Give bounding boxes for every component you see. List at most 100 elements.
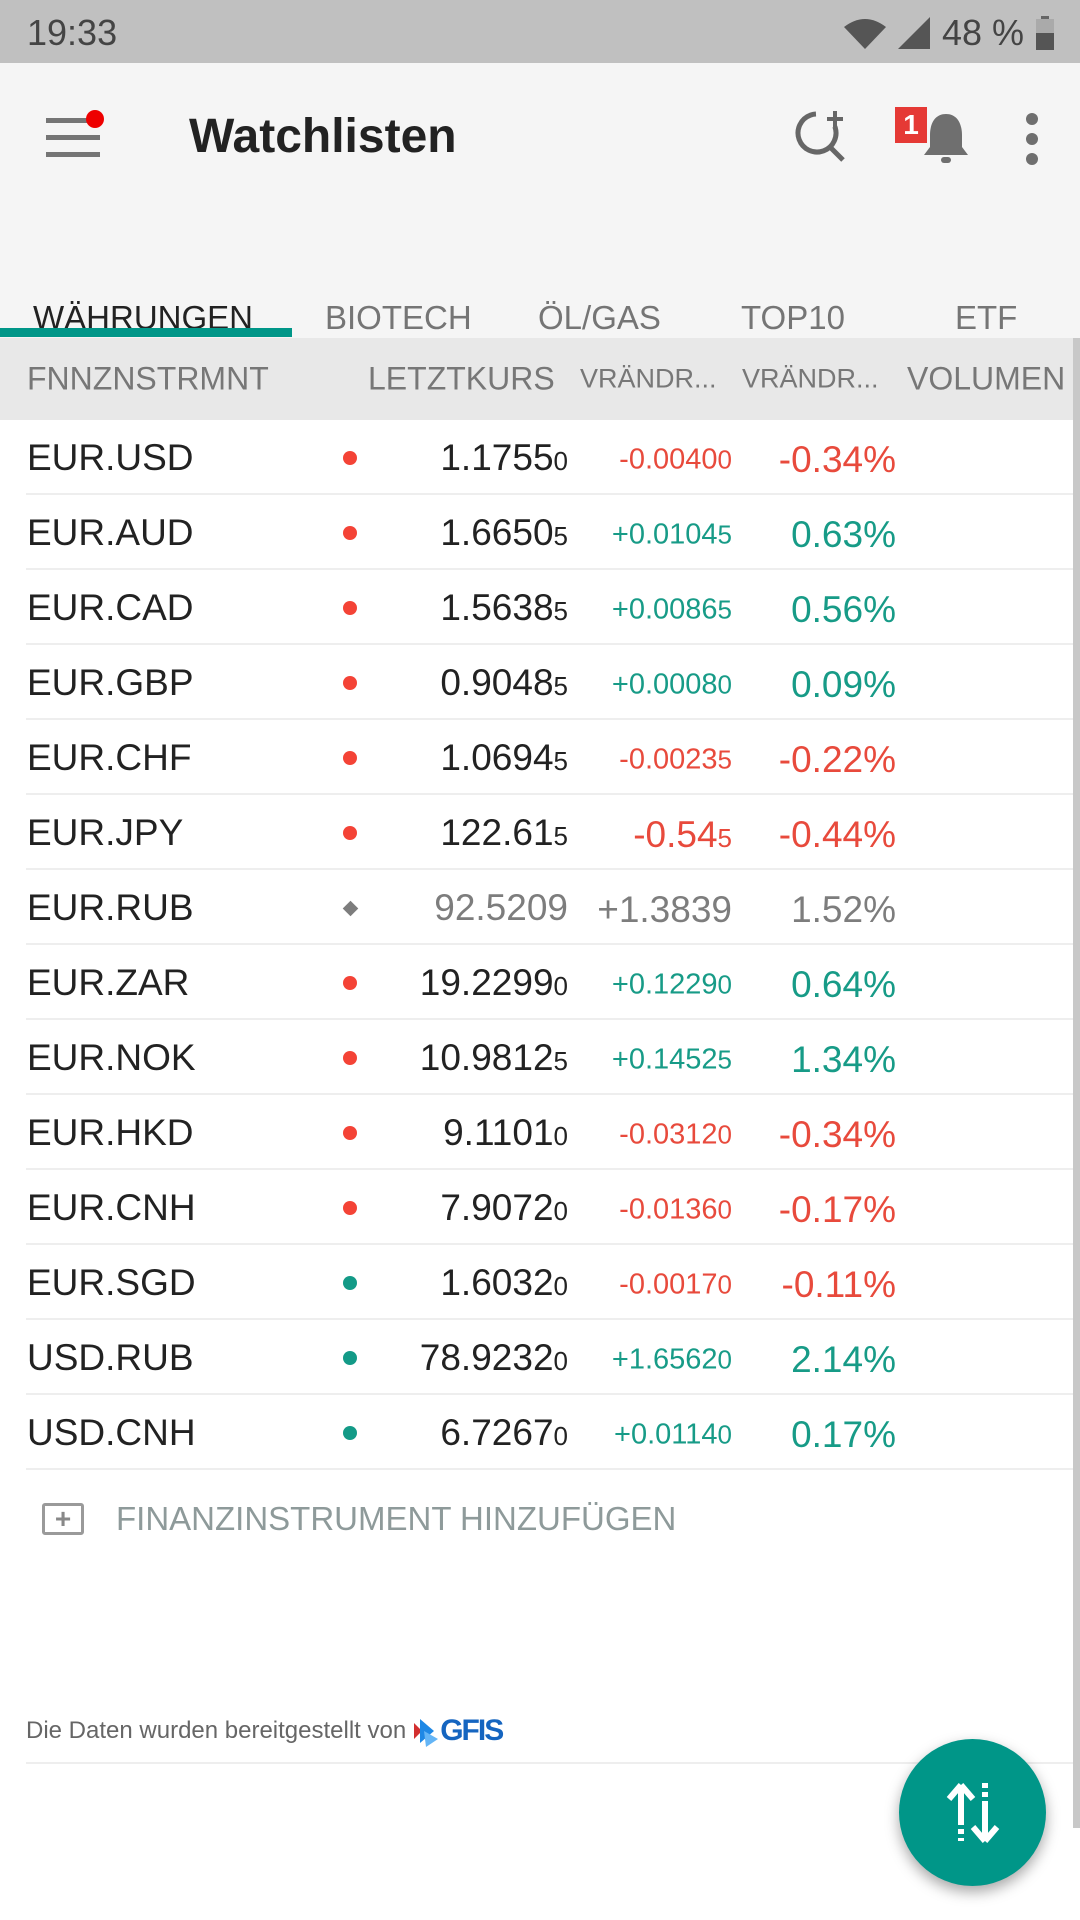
last-price: 1.56385 [440, 587, 568, 629]
more-vert-icon[interactable] [1024, 113, 1040, 165]
table-row[interactable]: EUR.JPY 122.615 -0.545 -0.44% [0, 795, 1073, 870]
change-suffix: 5 [717, 1044, 732, 1075]
last-price-value: 1.6032 [440, 1262, 554, 1303]
change-value: -0.0312 [619, 1118, 718, 1151]
price-change: -0.00400 [619, 444, 732, 477]
tab-etf[interactable]: ETF [955, 299, 1018, 336]
table-row[interactable]: USD.RUB 78.92320 +1.65620 2.14% [0, 1320, 1073, 1395]
table-row[interactable]: EUR.ZAR 19.22990 +0.12290 0.64% [0, 945, 1073, 1020]
change-suffix: 0 [717, 1344, 732, 1375]
row-divider [26, 1093, 1073, 1095]
instrument-name: EUR.CNH [27, 1187, 196, 1228]
gfis-logo: GFIS [414, 1714, 504, 1748]
market-status-indicator [343, 751, 357, 765]
last-price: 19.22990 [420, 962, 568, 1004]
column-header-instrument[interactable]: FNNZNSTRMNT [27, 360, 269, 397]
instrument-name: USD.CNH [27, 1412, 196, 1453]
table-row[interactable]: EUR.RUB 92.5209 +1.3839 1.52% [0, 870, 1073, 945]
instrument-name: EUR.ZAR [27, 962, 190, 1003]
add-instrument-label: FINANZINSTRUMENT HINZUFÜGEN [116, 1500, 677, 1537]
market-status-indicator [342, 900, 359, 917]
change-suffix: 0 [717, 1119, 732, 1150]
market-status-indicator [343, 1351, 357, 1365]
table-row[interactable]: EUR.CHF 1.06945 -0.00235 -0.22% [0, 720, 1073, 795]
percent-change: -0.11% [781, 1264, 897, 1305]
column-header-volume[interactable]: VOLUMEN [907, 360, 1066, 397]
change-value: -0.0023 [619, 743, 718, 776]
scrollbar[interactable] [1073, 338, 1080, 1828]
table-row[interactable]: EUR.CNH 7.90720 -0.01360 -0.17% [0, 1170, 1073, 1245]
table-header: FNNZNSTRMNT LETZTKURS VRÄNDR... VRÄNDR..… [0, 338, 1080, 420]
market-status-indicator [343, 1276, 357, 1290]
change-suffix: 5 [717, 519, 732, 550]
change-suffix: 0 [717, 1419, 732, 1450]
instrument-name: EUR.AUD [27, 512, 194, 553]
tab-top10[interactable]: TOP10 [741, 299, 845, 336]
row-divider [26, 643, 1073, 645]
change-value: -0.0040 [619, 443, 718, 476]
search-add-icon[interactable] [793, 107, 849, 163]
battery-percent: 48 % [941, 12, 1024, 53]
last-price-suffix: 5 [553, 596, 568, 626]
instrument-name: EUR.HKD [27, 1112, 194, 1153]
change-value: +0.0086 [611, 593, 718, 626]
market-status-indicator [343, 526, 357, 540]
change-suffix: 5 [717, 594, 732, 625]
last-price: 122.615 [440, 812, 568, 854]
last-price-value: 1.6650 [440, 512, 554, 553]
last-price-suffix: 5 [553, 746, 568, 776]
market-status-indicator [343, 1201, 357, 1215]
table-row[interactable]: EUR.NOK 10.98125 +0.14525 1.34% [0, 1020, 1073, 1095]
instrument-name: EUR.USD [27, 437, 194, 478]
sort-button[interactable] [899, 1739, 1046, 1886]
table-row[interactable]: EUR.USD 1.17550 -0.00400 -0.34% [0, 420, 1073, 495]
instrument-name: EUR.CAD [27, 587, 194, 628]
price-change: +0.01045 [612, 519, 732, 552]
last-price-value: 10.9812 [419, 1037, 554, 1078]
last-price: 9.11010 [443, 1112, 568, 1154]
price-change: +0.01140 [614, 1419, 732, 1452]
last-price-value: 19.2299 [419, 962, 554, 1003]
footer-text: Die Daten wurden bereitgestellt von [26, 1717, 407, 1744]
active-tab-indicator [0, 328, 292, 337]
market-status-indicator [343, 1051, 357, 1065]
last-price-suffix: 0 [553, 971, 568, 1001]
price-change: -0.01360 [619, 1194, 732, 1227]
add-instrument-button[interactable]: + FINANZINSTRUMENT HINZUFÜGEN [42, 1500, 676, 1538]
row-divider [26, 1393, 1073, 1395]
last-price-value: 0.9048 [440, 662, 554, 703]
table-row[interactable]: EUR.CAD 1.56385 +0.00865 0.56% [0, 570, 1073, 645]
instrument-name: USD.RUB [27, 1337, 194, 1378]
change-suffix: 5 [717, 744, 732, 775]
instrument-name: EUR.JPY [27, 812, 184, 853]
price-change: +0.00080 [612, 669, 732, 702]
tab-bar: WÄHRUNGEN BIOTECH ÖL/GAS TOP10 ETF [0, 258, 1080, 338]
last-price: 7.90720 [440, 1187, 568, 1229]
table-row[interactable]: EUR.AUD 1.66505 +0.01045 0.63% [0, 495, 1073, 570]
table-row[interactable]: EUR.GBP 0.90485 +0.00080 0.09% [0, 645, 1073, 720]
column-header-change[interactable]: VRÄNDR... [580, 363, 717, 394]
column-header-last-price[interactable]: LETZTKURS [368, 360, 555, 397]
price-change: -0.545 [633, 814, 732, 856]
bell-icon[interactable] [920, 111, 972, 165]
table-row[interactable]: EUR.HKD 9.11010 -0.03120 -0.34% [0, 1095, 1073, 1170]
data-provider-note: Die Daten wurden bereitgestellt von GFIS [26, 1714, 504, 1748]
percent-change: 0.17% [791, 1414, 896, 1455]
last-price: 1.60320 [440, 1262, 568, 1304]
battery-icon [1036, 16, 1054, 50]
column-header-change-percent[interactable]: VRÄNDR... [742, 363, 879, 394]
table-row[interactable]: USD.CNH 6.72670 +0.01140 0.17% [0, 1395, 1073, 1470]
price-change: -0.00170 [619, 1269, 732, 1302]
instrument-name: EUR.GBP [27, 662, 194, 703]
add-box-icon: + [42, 1503, 84, 1535]
change-value: +1.6562 [611, 1343, 718, 1376]
tab-oel-gas[interactable]: ÖL/GAS [538, 299, 661, 336]
row-divider [26, 793, 1073, 795]
menu-icon[interactable] [46, 110, 104, 158]
wifi-icon [843, 19, 886, 49]
table-row[interactable]: EUR.SGD 1.60320 -0.00170 -0.11% [0, 1245, 1073, 1320]
price-change: +1.3839 [597, 889, 732, 931]
change-suffix: 0 [717, 969, 732, 1000]
tab-biotech[interactable]: BIOTECH [325, 299, 472, 336]
change-suffix: 0 [717, 444, 732, 475]
